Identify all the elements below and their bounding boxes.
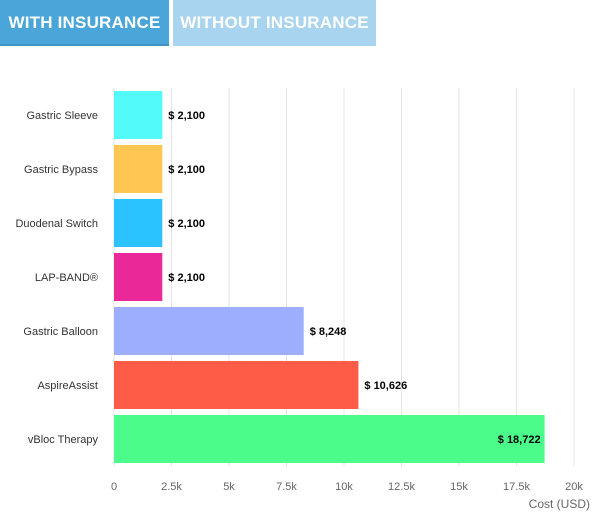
tab-with-insurance[interactable]: WITH INSURANCE — [0, 0, 169, 46]
value-label: $ 2,100 — [168, 110, 205, 122]
bar — [114, 415, 545, 463]
value-label: $ 2,100 — [168, 164, 205, 176]
x-tick-label: 12.5k — [388, 481, 415, 493]
category-label: Gastric Sleeve — [26, 110, 98, 122]
bar — [114, 199, 163, 247]
x-tick-label: 10k — [335, 481, 353, 493]
category-label: LAP-BAND® — [35, 272, 98, 284]
x-axis-title: Cost (USD) — [529, 497, 590, 511]
x-tick-label: 15k — [450, 481, 468, 493]
value-label: $ 10,626 — [364, 380, 407, 392]
bar — [114, 145, 163, 193]
tab-without-insurance[interactable]: WITHOUT INSURANCE — [173, 0, 376, 46]
bar — [114, 361, 359, 409]
x-tick-label: 5k — [223, 481, 235, 493]
category-label: AspireAssist — [37, 380, 98, 392]
value-label: $ 2,100 — [168, 218, 205, 230]
x-tick-label: 20k — [565, 481, 583, 493]
category-label: Duodenal Switch — [15, 218, 98, 230]
x-tick-label: 0 — [111, 481, 117, 493]
x-tick-label: 7.5k — [276, 481, 297, 493]
category-label: Gastric Balloon — [23, 326, 98, 338]
value-label: $ 2,100 — [168, 272, 205, 284]
x-tick-label: 17.5k — [503, 481, 530, 493]
value-label: $ 8,248 — [310, 326, 347, 338]
value-label: $ 18,722 — [498, 434, 541, 446]
bar — [114, 253, 163, 301]
bar — [114, 307, 304, 355]
insurance-tabs: WITH INSURANCE WITHOUT INSURANCE — [0, 0, 600, 46]
bar — [114, 91, 163, 139]
x-tick-label: 2.5k — [161, 481, 182, 493]
category-label: vBloc Therapy — [28, 434, 99, 446]
category-label: Gastric Bypass — [24, 164, 98, 176]
